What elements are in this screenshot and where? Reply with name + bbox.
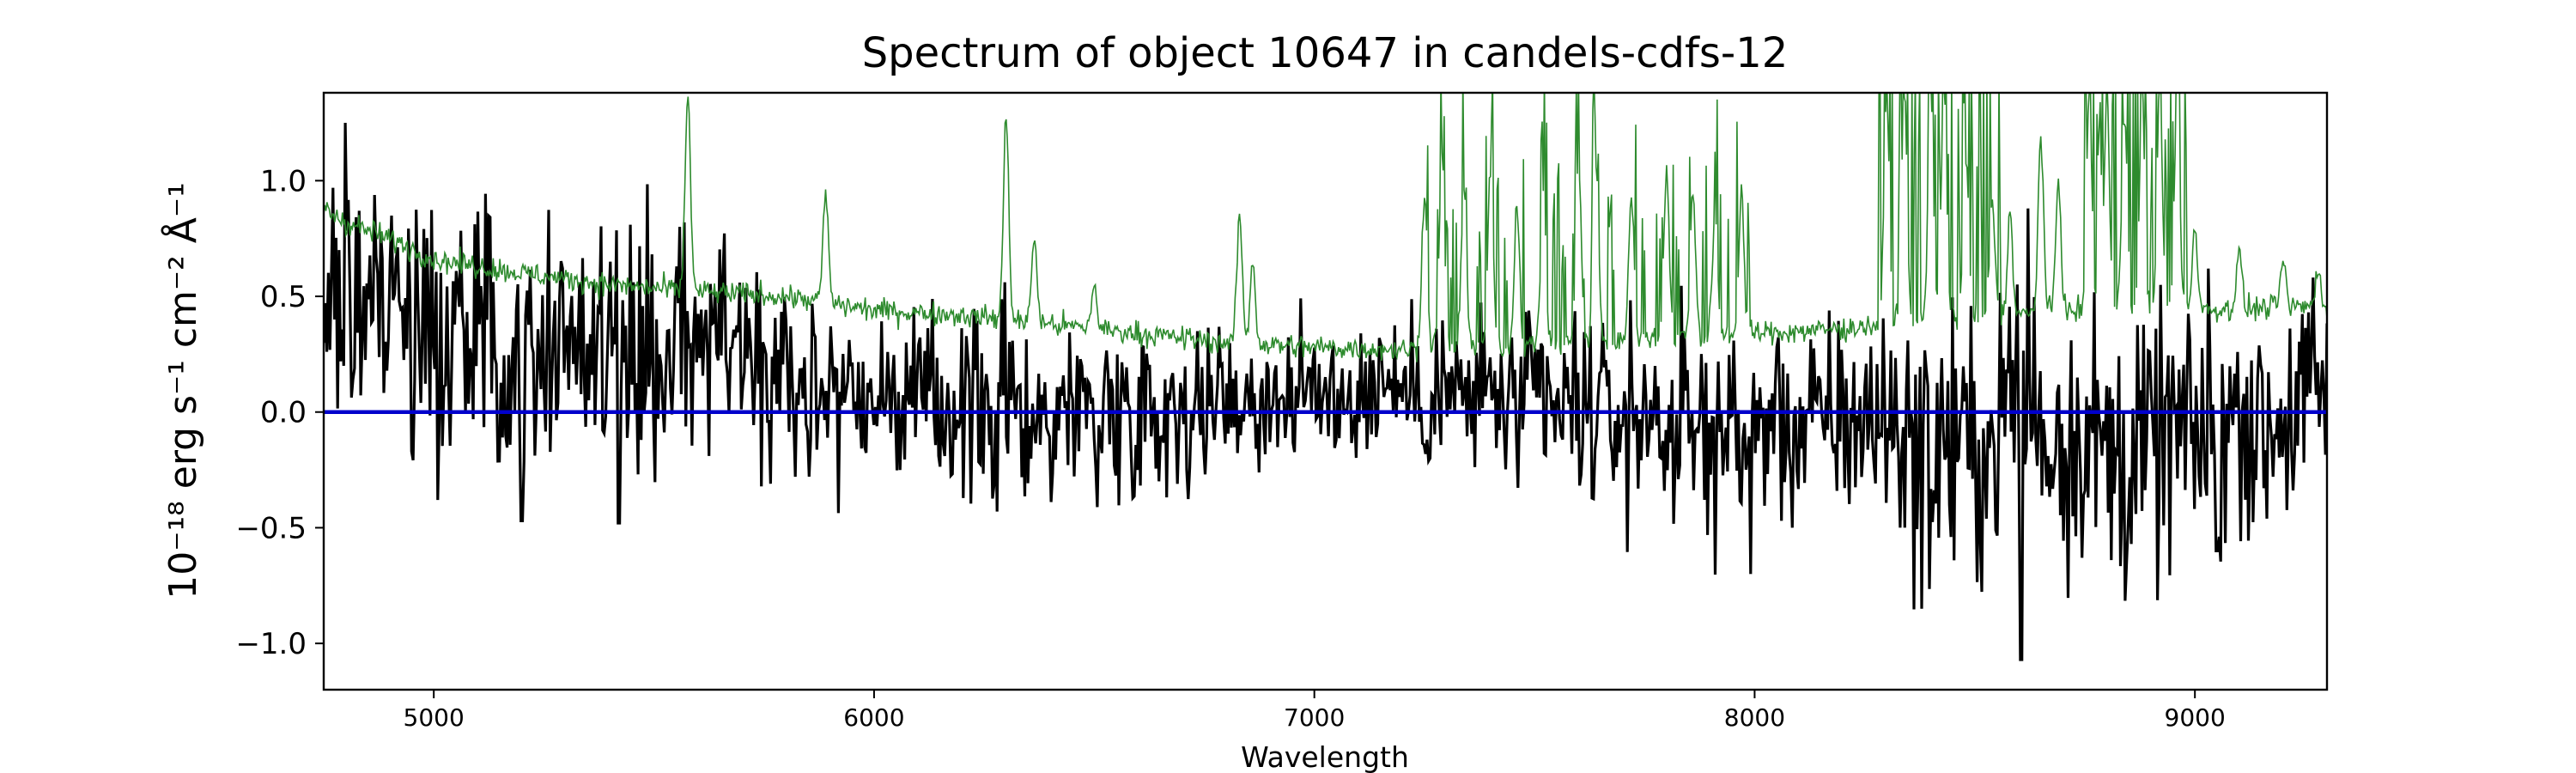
x-axis-label: Wavelength [1241, 740, 1409, 773]
y-tick-label: −0.5 [235, 511, 307, 545]
y-axis-label: 10⁻¹⁸ erg s⁻¹ cm⁻² Å⁻¹ [160, 182, 205, 599]
y-tick-label: 0.5 [260, 280, 307, 314]
chart-title: Spectrum of object 10647 in candels-cdfs… [862, 29, 1789, 77]
y-tick-label: 0.0 [260, 396, 307, 430]
y-tick-label: −1.0 [235, 627, 307, 661]
x-tick-label: 8000 [1724, 703, 1785, 732]
series-line-flux [324, 122, 2327, 661]
x-tick-label: 9000 [2165, 703, 2226, 732]
series-line-sky [324, 93, 2327, 362]
x-tick-label: 5000 [404, 703, 465, 732]
x-tick-label: 7000 [1284, 703, 1345, 732]
x-axis: 5000 6000 7000 8000 9000 [404, 690, 2226, 732]
x-tick-label: 6000 [843, 703, 904, 732]
y-axis: −1.0 −0.5 0.0 0.5 1.0 [235, 164, 324, 661]
axes-frame [322, 91, 2329, 691]
series-layer [324, 93, 2327, 661]
y-tick-label: 1.0 [260, 164, 307, 198]
plot-area [324, 93, 2327, 661]
